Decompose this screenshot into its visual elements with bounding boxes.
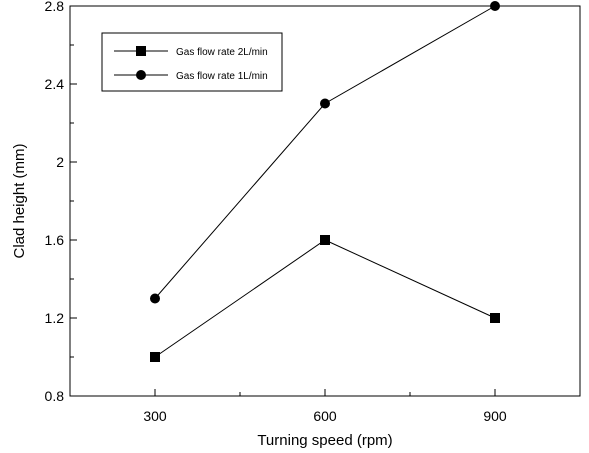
x-axis: 300 600 900 [143,389,507,424]
x-tick-label: 900 [483,408,507,424]
legend-marker [136,46,146,56]
y-tick-label: 0.8 [45,388,65,404]
legend: Gas flow rate 2L/min Gas flow rate 1L/min [101,32,283,92]
data-point [150,352,160,362]
data-point [150,293,160,304]
data-point [490,1,500,11]
y-tick-label: 2.8 [45,0,65,14]
data-point [490,313,500,323]
y-axis: 0.8 1.2 1.6 2 2.4 2.8 [45,0,77,404]
x-tick-label: 600 [313,408,337,424]
y-tick-label: 1.2 [45,310,65,326]
legend-marker [136,70,146,80]
data-point [320,98,330,109]
data-point [320,235,330,245]
series-layer [150,1,500,362]
series-1 [150,235,500,362]
y-tick-label: 1.6 [45,232,65,248]
legend-label: Gas flow rate 2L/min [176,47,268,58]
legend-box [101,32,283,92]
series-2 [150,1,500,304]
legend-label: Gas flow rate 1L/min [176,71,268,82]
x-tick-label: 300 [143,408,167,424]
y-tick-label: 2.4 [45,76,65,92]
y-tick-label: 2 [56,154,64,170]
series-line [154,239,496,358]
x-axis-title: Turning speed (rpm) [257,432,392,449]
y-axis-title: Clad height (mm) [11,143,28,258]
